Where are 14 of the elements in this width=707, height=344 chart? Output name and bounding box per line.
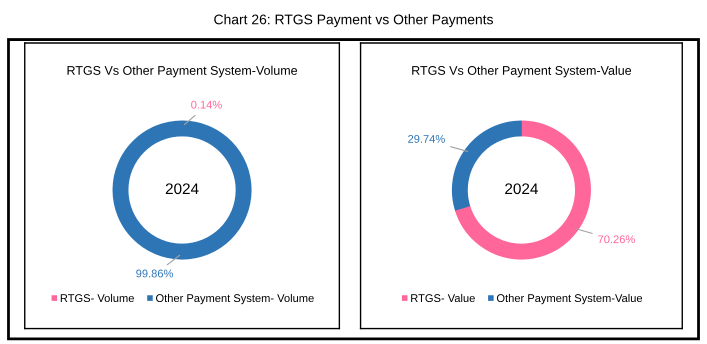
text: 2024 [166, 183, 199, 194]
chart-title: RTGS Vs Other Payment System-Volume [68, 66, 298, 78]
chart-title: RTGS Vs Other Payment System-Value [412, 66, 632, 78]
legend-label: Other Payment System-Value [496, 294, 642, 304]
data-label: 70.26% [598, 235, 635, 244]
data-label: 99.86% [136, 270, 173, 278]
text: 2024 [505, 183, 538, 194]
legend-label: RTGS- Value [411, 294, 475, 302]
legend-label: Other Payment System- Volume [156, 294, 314, 304]
data-label: 29.74% [408, 134, 445, 143]
caption: Chart 26: RTGS Payment vs Other Payments [214, 14, 493, 28]
data-label: 0.14% [191, 100, 222, 109]
donut-slice [454, 120, 591, 260]
legend-label: RTGS- Volume [60, 294, 134, 302]
